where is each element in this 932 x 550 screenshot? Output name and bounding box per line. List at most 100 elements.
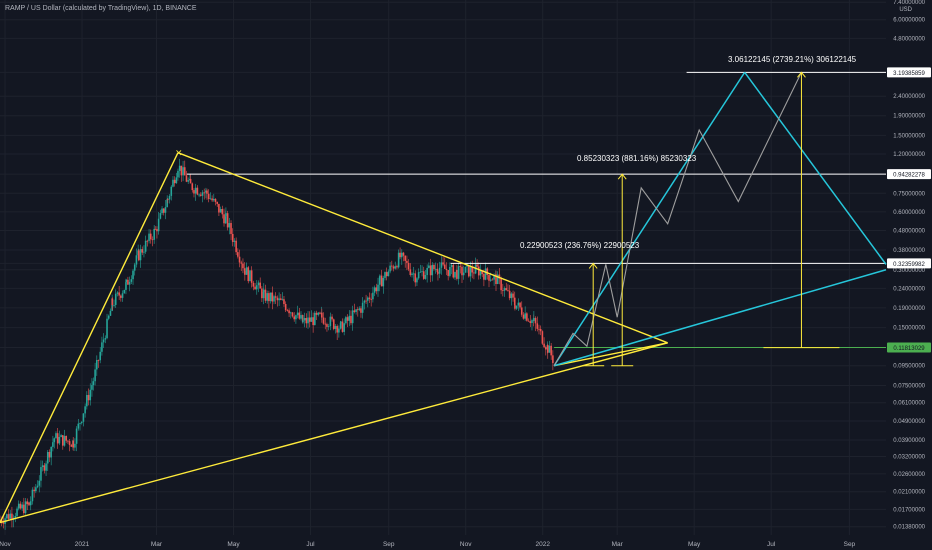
- candle-body: [303, 317, 306, 321]
- candle-body: [447, 270, 449, 276]
- time-tick-label: Nov: [0, 541, 12, 548]
- candle-body: [128, 281, 131, 285]
- candle-body: [404, 255, 406, 261]
- candle-body: [314, 312, 316, 326]
- candle-body: [278, 298, 280, 301]
- candle-body: [273, 296, 275, 302]
- candle-body: [503, 288, 506, 291]
- candle-body: [414, 273, 417, 283]
- drawings: ×: [0, 71, 887, 524]
- candle-body: [213, 198, 215, 201]
- candle-body: [495, 274, 497, 285]
- candle-body: [168, 195, 171, 200]
- price-level-badge: 0.94282278: [887, 169, 931, 180]
- candle-body: [205, 190, 207, 193]
- candle-body: [392, 266, 395, 269]
- candle-body: [307, 317, 309, 324]
- candle-body: [315, 312, 318, 315]
- price-level-badge-text: 0.32359982: [893, 262, 925, 268]
- candle-body: [445, 268, 448, 271]
- measure-arrowhead-3: [797, 71, 806, 78]
- candle-body: [252, 282, 255, 287]
- price-tick-label: 6.00000000: [893, 18, 925, 24]
- candle-body: [89, 389, 92, 401]
- time-tick-label: 2022: [535, 541, 550, 548]
- candle-body: [343, 323, 345, 332]
- candle-body: [378, 276, 381, 285]
- candle-body: [502, 290, 504, 292]
- candle-body: [373, 287, 376, 293]
- candle-body: [180, 165, 183, 176]
- candle-body: [97, 360, 100, 361]
- candle-body: [237, 252, 239, 257]
- candle-body: [339, 321, 342, 323]
- candle-body: [11, 513, 13, 520]
- price-tick-label: 0.06100000: [893, 401, 925, 407]
- candle-body: [534, 317, 537, 324]
- price-axis[interactable]: 7.40000000 6.00000000 4.80000000 3.19385859…: [887, 0, 931, 531]
- triangle-apex-marker: ×: [175, 149, 183, 159]
- candle-body: [261, 288, 263, 299]
- candle-body: [151, 239, 154, 241]
- candle-body: [130, 279, 133, 282]
- candle-body: [533, 317, 535, 321]
- candle-body: [461, 266, 463, 276]
- candle-body: [175, 177, 178, 184]
- candle-body: [268, 293, 270, 302]
- candle-body: [198, 194, 200, 196]
- candle-body: [177, 170, 179, 178]
- target2-label: 0.85230323 (881.16%) 85230323: [577, 154, 697, 163]
- candle-body: [61, 435, 64, 446]
- candle-body: [240, 262, 243, 264]
- candle-body: [291, 312, 294, 317]
- candle-body: [353, 310, 356, 312]
- candle-body: [389, 265, 391, 272]
- candle-body: [488, 274, 490, 281]
- candle-body: [262, 289, 265, 292]
- candle-body: [161, 208, 163, 214]
- candle-body: [476, 264, 478, 267]
- candle-body: [412, 273, 415, 275]
- candle-body: [496, 274, 499, 285]
- candle-body: [120, 295, 122, 298]
- candle-body: [380, 275, 383, 287]
- candle-body: [19, 503, 22, 509]
- candle-body: [350, 315, 352, 324]
- candle-body: [387, 271, 390, 277]
- candle-body: [41, 465, 44, 468]
- candle-body: [520, 307, 523, 315]
- candle-body: [281, 299, 284, 301]
- candle-body: [529, 321, 532, 323]
- time-axis[interactable]: Nov 2021 Mar May Jul Sep Nov 2022 Mar May Jul Sep: [0, 541, 856, 548]
- price-tick-label: 0.24000000: [893, 286, 925, 292]
- price-tick-label: 0.38000000: [893, 248, 925, 254]
- candle-body: [454, 271, 456, 278]
- candle-body: [361, 302, 364, 313]
- candle-body: [293, 316, 295, 320]
- candle-body: [486, 268, 489, 275]
- candle-body: [16, 508, 18, 517]
- candle-body: [397, 252, 400, 268]
- candle-body: [269, 292, 272, 302]
- candle-body: [407, 262, 410, 270]
- candle-body: [116, 292, 119, 294]
- triangle-bottom-edge: [0, 342, 668, 524]
- candle-body: [346, 317, 349, 321]
- candle-body: [218, 203, 220, 213]
- triangle-top-edge: [177, 152, 668, 344]
- candle-body: [183, 167, 186, 176]
- candle-body: [33, 489, 35, 492]
- projection-fall-edge: [744, 71, 887, 265]
- time-tick-label: May: [227, 541, 240, 548]
- candle-body: [0, 519, 3, 523]
- price-tick-label: 0.60000000: [893, 210, 925, 216]
- candle-body: [419, 271, 422, 273]
- candle-body: [157, 218, 160, 232]
- candle-body: [300, 315, 302, 319]
- candle-body: [452, 265, 455, 278]
- candle-body: [375, 287, 378, 292]
- candle-body: [121, 293, 124, 298]
- candle-body: [247, 267, 250, 282]
- candle-body: [68, 441, 71, 446]
